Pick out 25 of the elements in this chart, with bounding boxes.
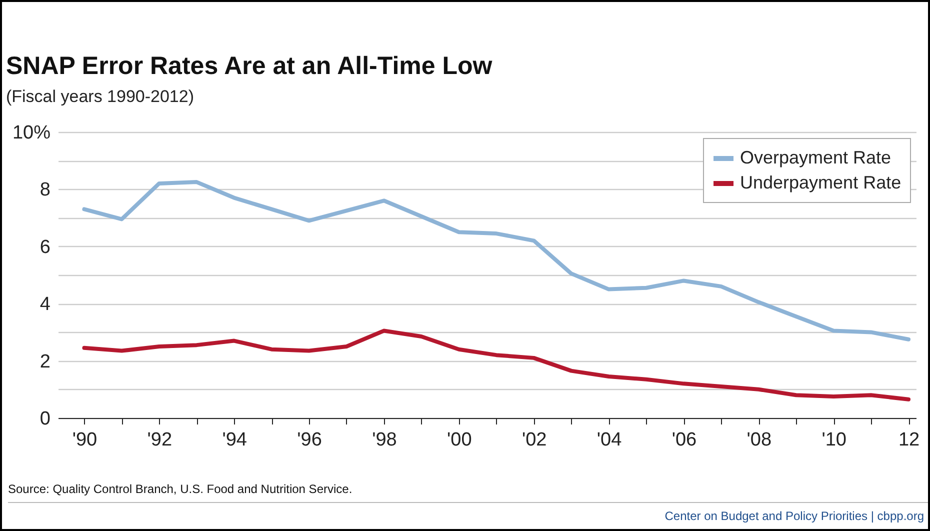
text: Center on Budget and Policy Priorities | cbpp.org bbox=[664, 509, 924, 523]
y-tick-label: 8 bbox=[40, 180, 50, 201]
x-tick-label: '98 bbox=[372, 430, 397, 450]
x-tick-label: '08 bbox=[746, 430, 772, 450]
x-tick-label: '06 bbox=[672, 430, 697, 450]
y-tick-label: 2 bbox=[40, 351, 50, 372]
line-series bbox=[82, 328, 911, 402]
x-tick-label: '02 bbox=[522, 430, 547, 450]
x-tick-label: '04 bbox=[596, 430, 622, 450]
legend-label: Underpayment Rate bbox=[740, 172, 902, 192]
x-tick-label: '94 bbox=[222, 430, 248, 450]
y-tick-label: 4 bbox=[40, 294, 51, 316]
chart-title: SNAP Error Rates Are at an All-Time Low bbox=[6, 52, 493, 80]
x-tick-label: '92 bbox=[147, 430, 172, 450]
y-tick-label: 10% bbox=[12, 122, 51, 144]
x-tick-label: '96 bbox=[297, 430, 322, 450]
x-tick-label: '10 bbox=[822, 430, 846, 450]
x-tick-label: '00 bbox=[447, 430, 472, 450]
y-tick-label: 0 bbox=[40, 408, 50, 430]
legend-label: Overpayment Rate bbox=[740, 148, 892, 168]
y-tick-label: 6 bbox=[40, 236, 50, 258]
x-tick-label: 12 bbox=[898, 430, 920, 450]
source-note: Source: Quality Control Branch, U.S. Food and Nutrition Service. bbox=[8, 482, 352, 496]
x-tick-label: '90 bbox=[72, 430, 98, 450]
chart-subtitle: (Fiscal years 1990-2012) bbox=[6, 87, 194, 106]
